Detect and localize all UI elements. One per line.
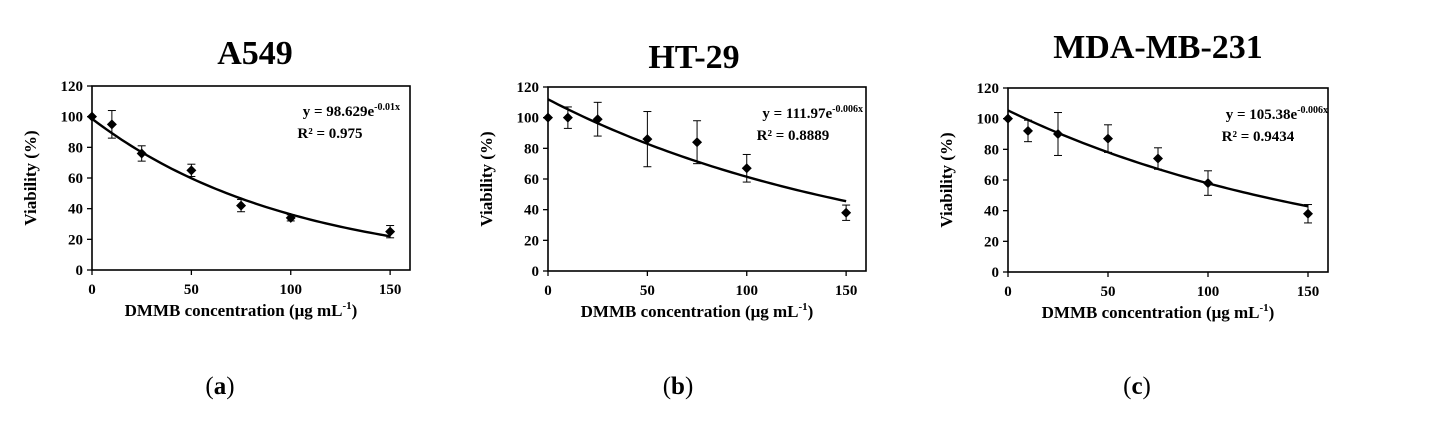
data-point bbox=[543, 112, 553, 123]
fit-equation: y = 111.97e-0.006x bbox=[762, 104, 863, 122]
chart-panel-ht29: HT-29 0 20 40 60 80 100 120 0 50 100 150 Viability (… bbox=[477, 39, 867, 321]
chart-title: HT-29 bbox=[648, 39, 739, 76]
y-axis-label: Viability (%) bbox=[477, 131, 496, 226]
y-axis-label: Viability (%) bbox=[21, 130, 40, 225]
y-tick-label: 0 bbox=[992, 265, 1000, 281]
y-tick-label: 40 bbox=[524, 203, 539, 219]
data-point bbox=[692, 137, 703, 148]
caption-a-letter: a bbox=[213, 373, 227, 400]
data-point bbox=[385, 226, 396, 237]
y-tick-label: 120 bbox=[517, 80, 540, 96]
x-tick-label: 0 bbox=[88, 282, 96, 298]
fit-equation: y = 105.38e-0.006x bbox=[1226, 105, 1328, 123]
y-tick-label: 20 bbox=[984, 234, 999, 250]
x-tick-label: 50 bbox=[1101, 284, 1116, 300]
y-tick-label: 20 bbox=[68, 232, 83, 248]
data-point bbox=[1103, 133, 1113, 144]
y-tick-label: 60 bbox=[524, 172, 539, 188]
caption-a: (a) bbox=[205, 373, 235, 400]
y-tick-label: 100 bbox=[517, 111, 540, 127]
fit-equation-exponent: -0.006x bbox=[1297, 105, 1328, 116]
caption-c-letter: c bbox=[1131, 373, 1143, 400]
chart-panel-mda-mb-231: MDA-MB-231 0 20 40 60 80 100 120 0 50 100 150 Viabil… bbox=[937, 29, 1329, 322]
x-axis-label-end: ) bbox=[352, 301, 358, 320]
data-point bbox=[87, 111, 97, 122]
x-axis-label-sup: -1 bbox=[343, 300, 352, 312]
x-tick-label: 150 bbox=[379, 282, 402, 298]
y-tick-label: 120 bbox=[977, 81, 1000, 97]
fit-equation-base: y = 98.629e bbox=[303, 104, 375, 120]
x-tick-label: 100 bbox=[736, 283, 759, 299]
chart-title: MDA-MB-231 bbox=[1053, 29, 1263, 66]
x-axis-label-end: ) bbox=[1269, 303, 1275, 322]
caption-b: (b) bbox=[662, 373, 694, 400]
caption-b-letter: b bbox=[671, 373, 685, 400]
fit-r-squared: R² = 0.975 bbox=[297, 126, 362, 142]
data-point bbox=[1003, 113, 1013, 124]
y-axis-label: Viability (%) bbox=[937, 132, 956, 227]
caption-c: (c) bbox=[1123, 373, 1151, 400]
data-point bbox=[841, 207, 852, 218]
fit-equation-exponent: -0.01x bbox=[374, 102, 400, 113]
data-point bbox=[1203, 178, 1213, 189]
x-axis-label: DMMB concentration (μg mL-1) bbox=[581, 301, 814, 321]
data-point bbox=[1303, 208, 1313, 219]
x-tick-label: 50 bbox=[184, 282, 199, 298]
y-tick-label: 0 bbox=[532, 264, 540, 280]
y-tick-label: 20 bbox=[524, 233, 539, 249]
x-tick-label: 50 bbox=[640, 283, 655, 299]
x-tick-label: 100 bbox=[280, 282, 303, 298]
data-point bbox=[741, 163, 752, 174]
fit-equation-exponent: -0.006x bbox=[832, 104, 863, 115]
fit-equation-base: y = 105.38e bbox=[1226, 107, 1298, 123]
x-axis-label-sup: -1 bbox=[799, 301, 808, 313]
x-axis-label-main: DMMB concentration (μg mL bbox=[1042, 303, 1260, 322]
y-tick-label: 40 bbox=[68, 202, 83, 218]
fit-r-squared: R² = 0.8889 bbox=[757, 128, 830, 144]
data-point bbox=[1053, 129, 1063, 139]
y-tick-label: 100 bbox=[61, 110, 84, 126]
x-tick-label: 100 bbox=[1197, 284, 1220, 300]
y-tick-label: 100 bbox=[977, 112, 1000, 128]
y-tick-label: 80 bbox=[68, 140, 83, 156]
y-tick-label: 80 bbox=[984, 142, 999, 158]
x-axis-label-main: DMMB concentration (μg mL bbox=[581, 302, 799, 321]
data-point bbox=[186, 165, 197, 176]
y-tick-label: 0 bbox=[76, 263, 84, 279]
data-point bbox=[642, 134, 653, 145]
y-tick-label: 80 bbox=[524, 141, 539, 157]
x-tick-label: 0 bbox=[1004, 284, 1012, 300]
y-tick-label: 40 bbox=[984, 204, 999, 220]
data-point bbox=[562, 112, 573, 123]
data-point bbox=[592, 114, 603, 125]
x-axis-label-main: DMMB concentration (μg mL bbox=[125, 301, 343, 320]
data-point bbox=[106, 119, 117, 130]
x-tick-label: 150 bbox=[1297, 284, 1320, 300]
x-axis-label-end: ) bbox=[808, 302, 814, 321]
data-point bbox=[236, 200, 247, 211]
x-axis-label: DMMB concentration (μg mL-1) bbox=[125, 300, 358, 320]
y-tick-label: 60 bbox=[984, 173, 999, 189]
fit-equation-base: y = 111.97e bbox=[762, 106, 832, 122]
x-tick-label: 150 bbox=[835, 283, 858, 299]
y-tick-label: 60 bbox=[68, 171, 83, 187]
fit-equation: y = 98.629e-0.01x bbox=[303, 102, 400, 120]
chart-panel-a549: A549 0 20 40 60 80 100 120 0 50 100 150 Viability (%… bbox=[21, 35, 411, 320]
x-axis-label: DMMB concentration (μg mL-1) bbox=[1042, 302, 1275, 322]
fit-r-squared: R² = 0.9434 bbox=[1222, 129, 1295, 145]
x-axis-label-sup: -1 bbox=[1260, 302, 1269, 314]
y-tick-label: 120 bbox=[61, 79, 84, 95]
chart-title: A549 bbox=[217, 35, 293, 72]
data-point bbox=[136, 148, 147, 159]
x-tick-label: 0 bbox=[544, 283, 552, 299]
data-point bbox=[1153, 153, 1163, 164]
data-point bbox=[1023, 125, 1033, 136]
data-point bbox=[285, 212, 296, 223]
